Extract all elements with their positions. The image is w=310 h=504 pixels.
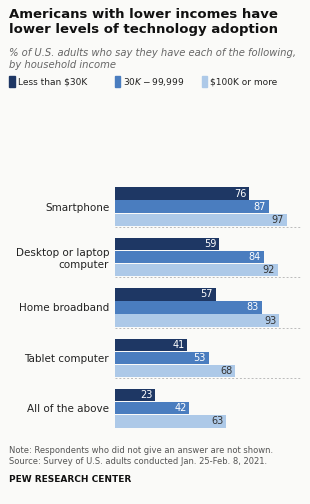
Text: 53: 53 [193,353,206,363]
Bar [115,314,279,327]
Bar [115,288,216,300]
Text: Less than $30K: Less than $30K [18,77,87,86]
Bar [115,339,187,351]
Text: 83: 83 [247,302,259,312]
Text: 59: 59 [204,239,217,249]
Bar [115,301,262,313]
Bar [115,389,155,401]
Text: Americans with lower incomes have
lower levels of technology adoption: Americans with lower incomes have lower … [9,8,278,36]
Bar [115,201,269,213]
Bar [115,415,226,427]
Text: PEW RESEARCH CENTER: PEW RESEARCH CENTER [9,475,131,484]
Text: 68: 68 [220,366,232,376]
Text: 87: 87 [254,202,266,212]
Text: $30K-$99,999: $30K-$99,999 [123,76,185,88]
Bar [115,251,264,263]
Text: 97: 97 [272,215,284,225]
Text: 41: 41 [172,340,185,350]
Text: % of U.S. adults who say they have each of the following,
by household income: % of U.S. adults who say they have each … [9,48,296,70]
Bar [115,402,189,414]
Text: 93: 93 [264,316,277,326]
Text: 76: 76 [234,188,247,199]
Text: 23: 23 [140,390,153,400]
Bar [115,238,219,250]
Bar [115,214,286,226]
Bar [115,365,235,377]
Bar [115,264,278,276]
Bar [115,187,249,200]
Text: 63: 63 [211,416,224,426]
Text: 57: 57 [201,289,213,299]
Text: $100K or more: $100K or more [210,77,277,86]
Text: 42: 42 [174,403,186,413]
Text: Note: Respondents who did not give an answer are not shown.
Source: Survey of U.: Note: Respondents who did not give an an… [9,446,273,467]
Text: 92: 92 [263,265,275,275]
Text: 84: 84 [249,252,261,262]
Bar [115,352,209,364]
